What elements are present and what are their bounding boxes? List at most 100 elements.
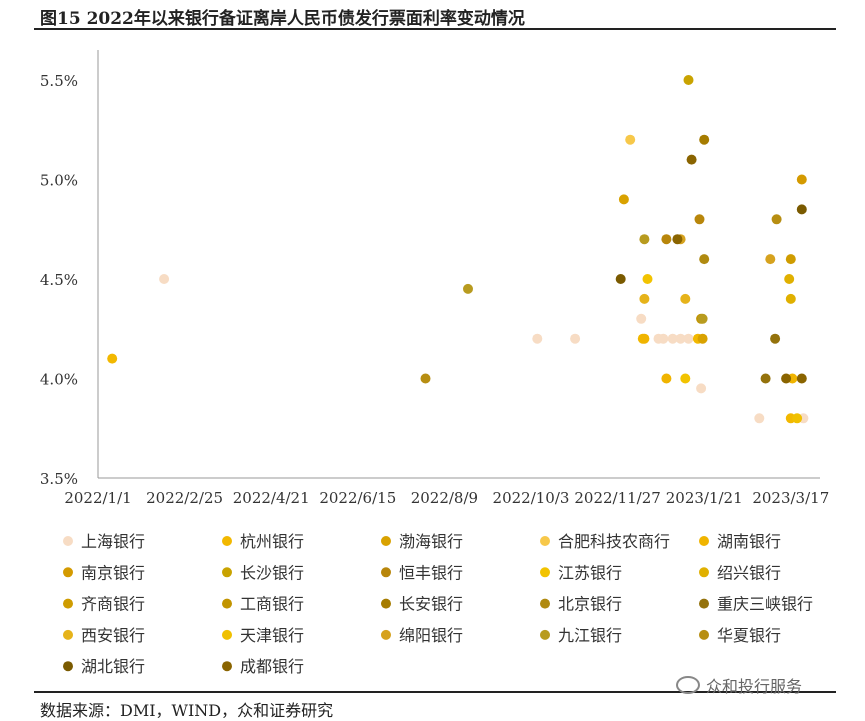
legend-label: 合肥科技农商行 — [558, 532, 670, 551]
legend-label: 北京银行 — [558, 595, 622, 614]
data-point — [697, 333, 708, 344]
legend-marker — [63, 536, 73, 546]
data-point — [696, 383, 707, 394]
data-point — [680, 293, 691, 304]
legend-label: 长沙银行 — [240, 563, 304, 582]
data-point — [683, 333, 694, 344]
data-point — [672, 234, 683, 245]
data-point — [667, 333, 678, 344]
watermark-text: 众和投行服务 — [706, 677, 803, 696]
x-tick-label: 2022/10/3 — [493, 489, 570, 507]
data-point — [658, 333, 669, 344]
legend-label: 渤海银行 — [399, 532, 463, 551]
legend-label: 湖南银行 — [717, 532, 781, 551]
legend-label: 湖北银行 — [81, 657, 145, 676]
legend-marker — [222, 598, 232, 609]
watermark: 众和投行服务 — [676, 673, 802, 697]
data-point — [636, 313, 647, 324]
data-point — [618, 194, 629, 205]
x-tick-label: 2022/2/25 — [146, 489, 223, 507]
data-point — [570, 333, 581, 344]
legend-label: 上海银行 — [81, 532, 145, 551]
y-tick-label: 3.5% — [40, 470, 78, 488]
legend-label: 重庆三峡银行 — [717, 595, 813, 614]
data-point — [760, 373, 771, 384]
x-tick-label: 2023/3/17 — [752, 489, 829, 507]
x-tick-label: 2022/6/15 — [319, 489, 396, 507]
legend-label: 南京银行 — [81, 563, 145, 582]
data-point — [754, 413, 765, 424]
legend-label: 华夏银行 — [717, 626, 781, 645]
data-point — [694, 214, 705, 225]
data-point — [463, 283, 473, 294]
legend-marker — [63, 661, 73, 672]
data-point — [796, 204, 807, 215]
data-point — [159, 274, 170, 284]
legend-label: 杭州银行 — [240, 532, 304, 551]
data-point — [683, 75, 694, 85]
data-point — [532, 333, 543, 344]
y-tick-label: 4.5% — [40, 271, 78, 289]
data-point — [642, 274, 653, 284]
legend-marker — [540, 567, 550, 578]
legend-label: 天津银行 — [240, 626, 304, 645]
data-point — [680, 373, 691, 384]
figure-title: 图15 2022年以来银行备证离岸人民币债发行票面利率变动情况 — [40, 9, 525, 29]
y-tick-label: 5.5% — [40, 72, 78, 90]
legend-marker — [222, 661, 232, 672]
data-point — [639, 234, 650, 245]
data-point — [771, 214, 782, 225]
legend-marker — [222, 629, 232, 640]
legend-marker — [63, 598, 73, 609]
x-tick-label: 2022/1/1 — [64, 489, 131, 507]
legend-marker — [381, 536, 391, 546]
data-point — [107, 353, 118, 364]
data-point — [785, 293, 796, 304]
data-point — [792, 413, 803, 424]
top-rule — [34, 28, 836, 30]
legend-label: 工商银行 — [240, 595, 304, 614]
data-point — [661, 234, 672, 245]
data-point — [796, 373, 807, 384]
legend-label: 成都银行 — [240, 657, 304, 676]
data-point — [661, 373, 672, 384]
data-point — [796, 174, 807, 185]
legend-label: 齐商银行 — [81, 595, 145, 614]
chart-points — [107, 75, 809, 424]
data-point — [639, 293, 650, 304]
x-tick-label: 2022/4/21 — [233, 489, 310, 507]
y-tick-label: 4.0% — [40, 371, 78, 389]
legend-marker — [381, 629, 391, 640]
data-point — [781, 373, 792, 384]
legend-marker — [699, 536, 709, 546]
legend-marker — [540, 598, 550, 609]
data-point — [639, 333, 650, 344]
legend-marker — [222, 536, 232, 546]
data-point — [699, 254, 710, 265]
legend-label: 绍兴银行 — [717, 563, 781, 582]
data-point — [625, 134, 636, 145]
data-point — [675, 333, 686, 344]
source-note: 数据来源：DMI，WIND，众和证券研究 — [40, 701, 334, 720]
data-point — [697, 313, 708, 324]
legend-marker — [699, 598, 709, 609]
data-point — [686, 154, 697, 165]
legend-label: 恒丰银行 — [399, 563, 463, 582]
legend-label: 绵阳银行 — [399, 626, 463, 645]
legend-marker — [381, 567, 391, 578]
legend-marker — [381, 598, 391, 609]
scatter-chart: 3.5% 4.0% 4.5% 5.0% 5.5% 2022/1/1 2022/2/25 202… — [40, 50, 829, 676]
x-tick-label: 2022/11/27 — [574, 489, 660, 507]
bottom-rule — [34, 691, 836, 693]
data-point — [784, 274, 795, 284]
x-tick-label: 2022/8/9 — [411, 489, 478, 507]
data-point — [420, 373, 431, 384]
data-point — [770, 333, 781, 344]
legend-marker — [222, 567, 232, 578]
legend-label: 九江银行 — [558, 626, 622, 645]
legend-label: 江苏银行 — [558, 563, 622, 582]
data-point — [699, 134, 710, 145]
data-point — [785, 254, 796, 265]
chat-icon — [676, 676, 700, 694]
